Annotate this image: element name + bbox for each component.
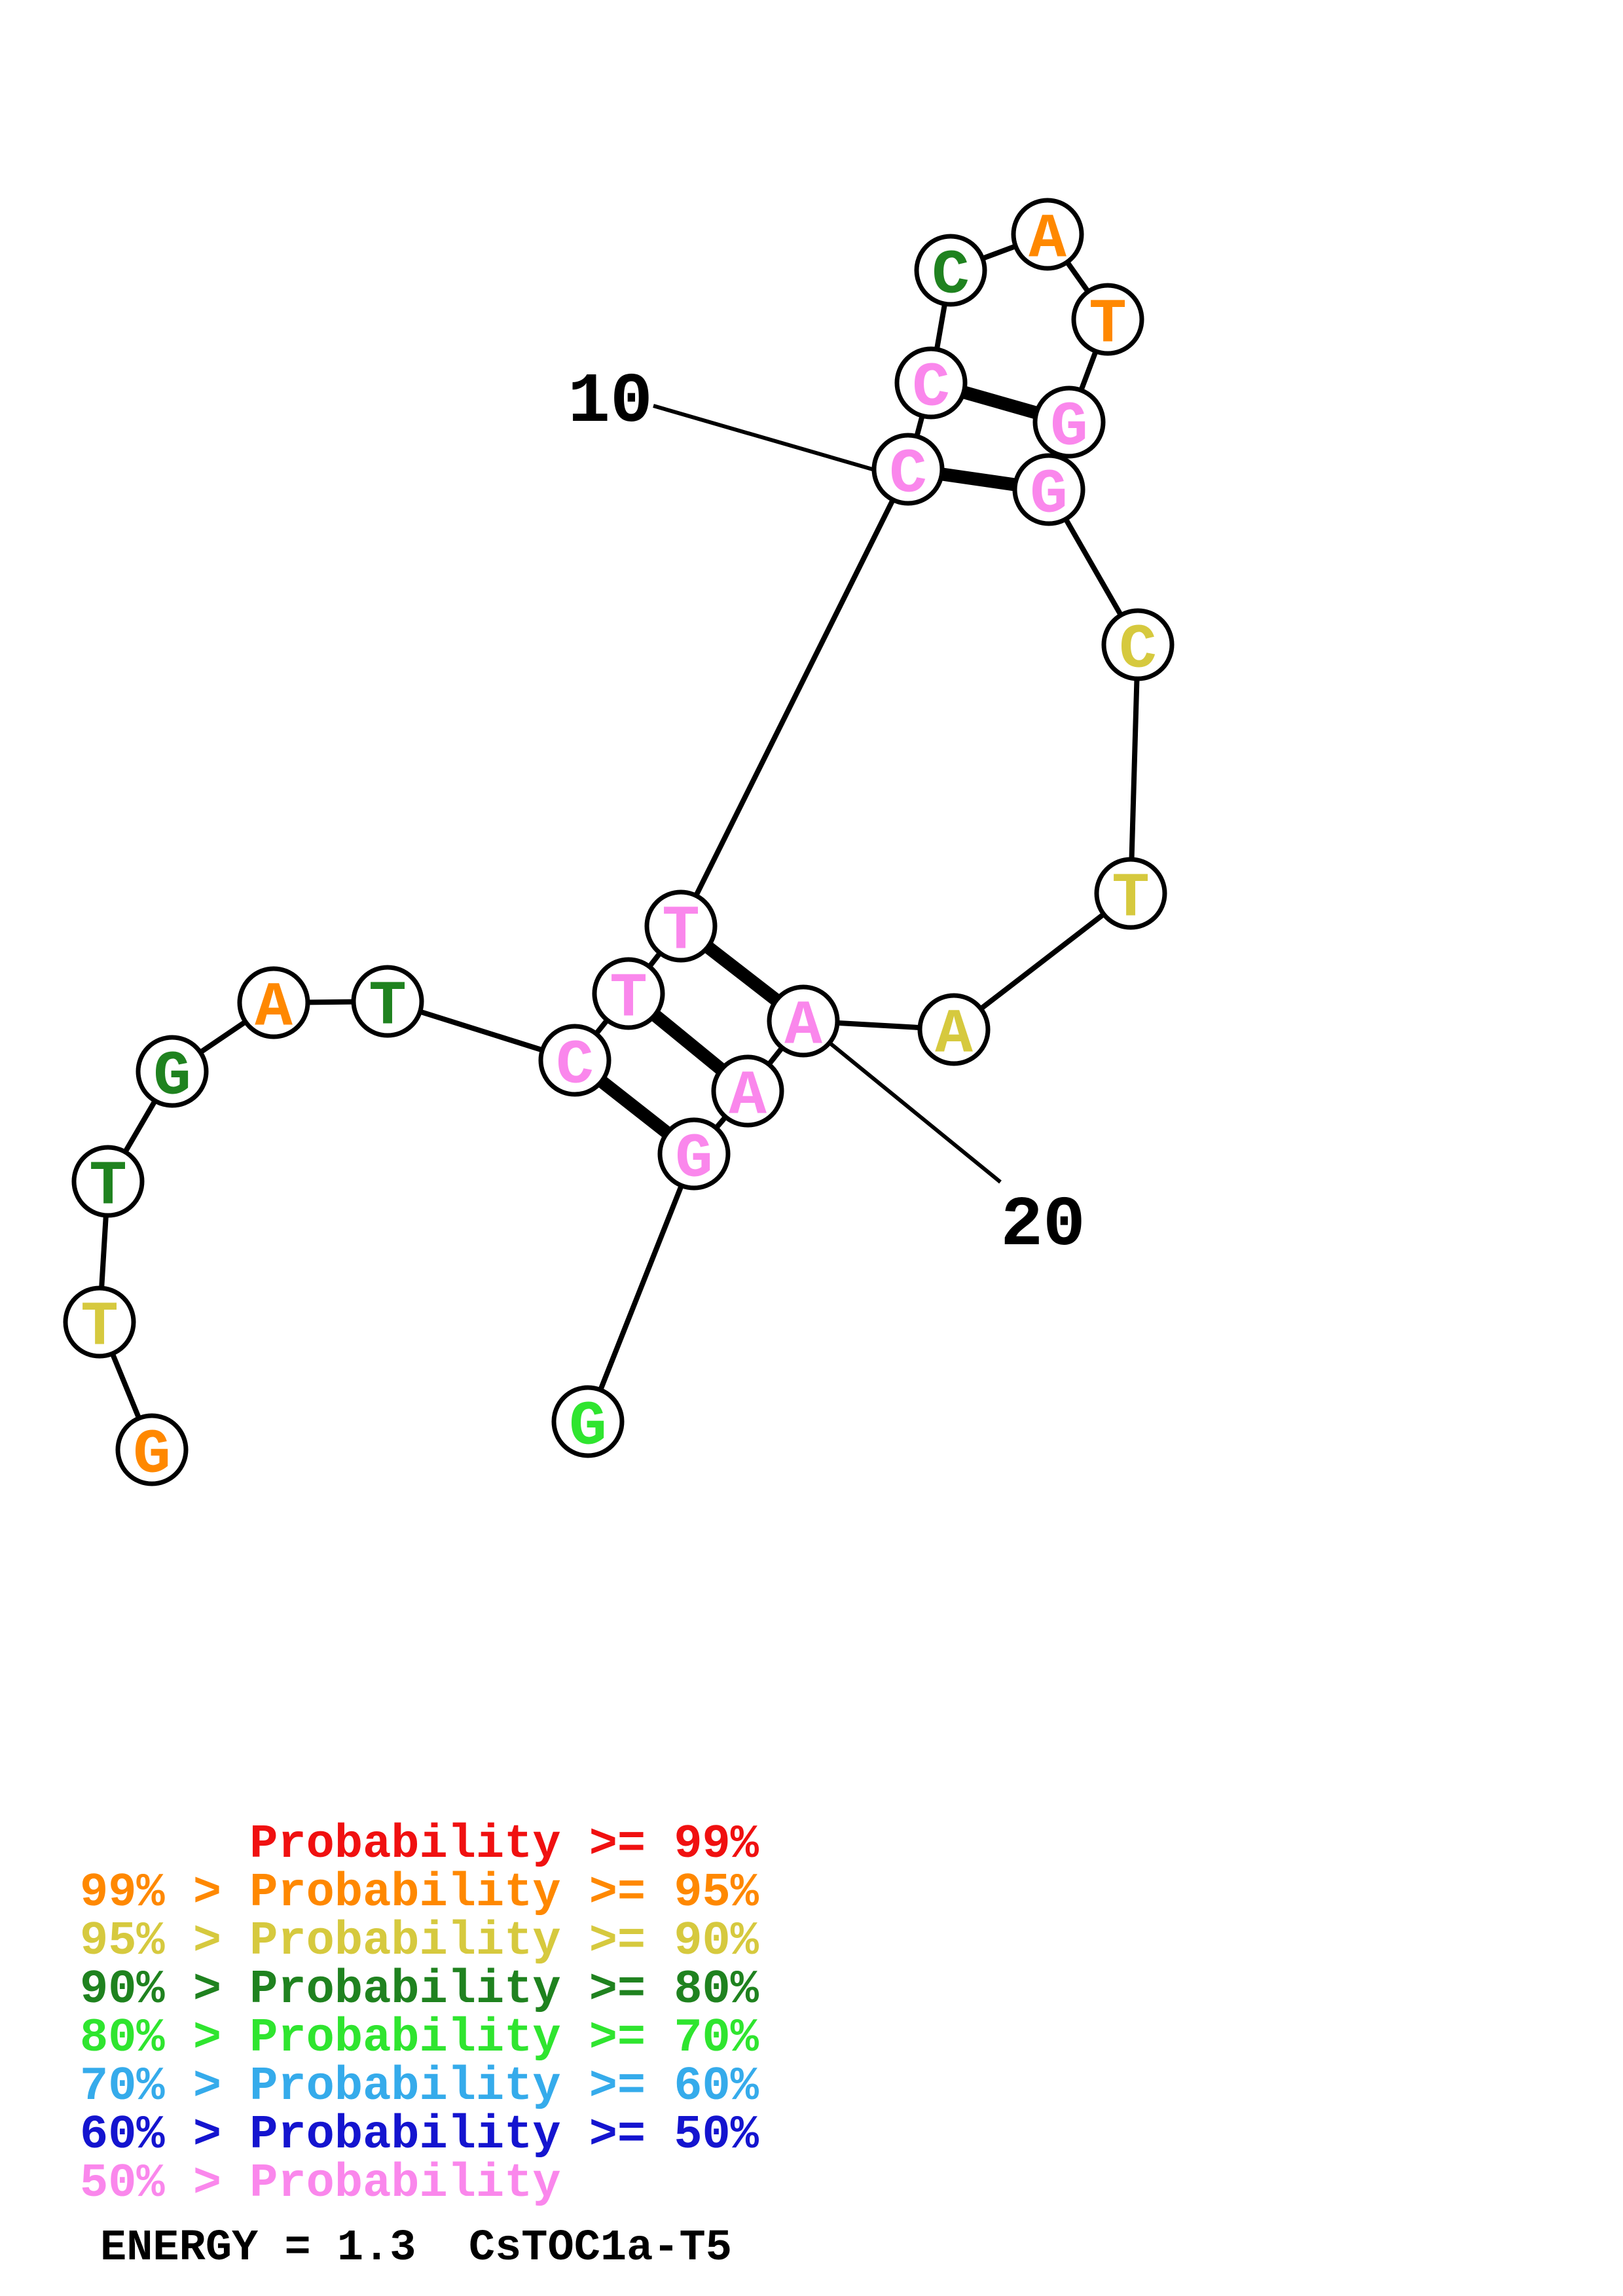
nucleotide-base-letter-10: C bbox=[889, 439, 927, 511]
nucleotide-1-G: G bbox=[115, 1413, 189, 1491]
nucleotide-base-letter-22: G bbox=[675, 1124, 713, 1195]
nucleotide-circle-4 bbox=[136, 1035, 209, 1108]
nucleotide-circle-15 bbox=[1032, 386, 1106, 459]
nucleotide-10-C: C bbox=[871, 433, 945, 511]
nucleotide-base-letter-1: G bbox=[133, 1420, 171, 1491]
nucleotide-21-A: A bbox=[711, 1054, 784, 1132]
nucleotide-circle-6 bbox=[351, 965, 424, 1038]
nucleotide-base-letter-11: C bbox=[912, 353, 950, 424]
nucleotide-base-letter-2: T bbox=[81, 1292, 119, 1363]
nucleotide-base-letter-6: T bbox=[369, 971, 407, 1043]
position-label-20: 20 bbox=[1000, 1186, 1085, 1266]
nucleotide-circle-7 bbox=[538, 1024, 611, 1097]
legend-row-prob-50-60: 60% > Probability >= 50% bbox=[80, 2108, 759, 2162]
nucleotide-circle-3 bbox=[71, 1145, 145, 1218]
nucleotide-circle-22 bbox=[657, 1117, 731, 1191]
legend-row-prob-80-90: 90% > Probability >= 80% bbox=[80, 1963, 759, 2017]
nucleotide-base-letter-23: G bbox=[569, 1391, 607, 1463]
legend-row-prob-99: Probability >= 99% bbox=[80, 1818, 759, 1871]
nucleotide-base-letter-5: A bbox=[255, 973, 293, 1044]
nucleotide-circle-12 bbox=[914, 234, 987, 307]
nucleotide-8-T: T bbox=[592, 957, 665, 1035]
label-pointer-lines bbox=[653, 404, 1002, 1184]
legend-row-prob-60-70: 70% > Probability >= 60% bbox=[80, 2060, 759, 2113]
nucleotide-base-letter-17: C bbox=[1119, 615, 1157, 686]
nucleotide-base-letter-9: T bbox=[662, 896, 700, 967]
legend-row-prob-70-80: 80% > Probability >= 70% bbox=[80, 2011, 759, 2065]
backbone-link-17-18 bbox=[1128, 644, 1140, 894]
nucleotide-15-G: G bbox=[1032, 386, 1106, 463]
nucleotide-9-T: T bbox=[644, 889, 718, 967]
nucleotide-circle-14 bbox=[1071, 283, 1144, 356]
pointer-line-20 bbox=[829, 1041, 1002, 1184]
backbone-link-9-10 bbox=[678, 468, 911, 927]
legend-row-prob-90-95: 95% > Probability >= 90% bbox=[80, 1914, 759, 1968]
pointer-line-10 bbox=[653, 404, 875, 472]
nucleotide-19-A: A bbox=[917, 993, 991, 1071]
nucleotide-circle-9 bbox=[644, 889, 718, 963]
nucleotide-13-A: A bbox=[1011, 198, 1084, 276]
nucleotide-6-T: T bbox=[351, 965, 424, 1043]
nucleotide-18-T: T bbox=[1094, 857, 1167, 935]
nucleotide-circle-8 bbox=[592, 957, 665, 1030]
nucleotide-23-G: G bbox=[551, 1385, 625, 1463]
backbone-link-18-19 bbox=[952, 891, 1133, 1032]
nucleotide-base-letter-8: T bbox=[610, 963, 647, 1035]
nucleotide-circle-23 bbox=[551, 1385, 625, 1458]
nucleotide-base-letter-12: C bbox=[932, 240, 970, 312]
nucleotide-circle-16 bbox=[1012, 453, 1085, 526]
nucleotide-circle-11 bbox=[894, 346, 968, 420]
position-number-labels: 10 20 bbox=[568, 363, 1085, 1266]
legend-row-prob-95-99: 99% > Probability >= 95% bbox=[80, 1866, 759, 1920]
nucleotide-20-A: A bbox=[767, 984, 840, 1062]
nucleotide-base-letter-3: T bbox=[89, 1151, 127, 1223]
nucleotide-base-letter-14: T bbox=[1089, 289, 1127, 361]
nucleotide-circle-5 bbox=[237, 966, 310, 1039]
nucleotide-11-C: C bbox=[894, 346, 968, 424]
nucleotide-12-C: C bbox=[914, 234, 987, 312]
position-label-10: 10 bbox=[568, 363, 653, 442]
nucleotide-base-letter-4: G bbox=[153, 1041, 191, 1113]
nucleotide-2-T: T bbox=[63, 1285, 136, 1363]
energy-title-text: ENERGY = 1.3 CsTOC1a-T5 bbox=[100, 2223, 732, 2273]
nucleotide-circle-1 bbox=[115, 1413, 189, 1486]
nucleotide-circle-10 bbox=[871, 433, 945, 506]
nucleotide-3-T: T bbox=[71, 1145, 145, 1223]
nucleotide-circle-13 bbox=[1011, 198, 1084, 271]
nucleotide-base-letter-7: C bbox=[556, 1030, 594, 1102]
nucleotide-base-letter-16: G bbox=[1030, 459, 1068, 531]
nucleotide-base-letter-18: T bbox=[1112, 863, 1150, 935]
nucleotide-4-G: G bbox=[136, 1035, 209, 1113]
nucleotide-base-letter-13: A bbox=[1029, 204, 1067, 276]
nucleotide-base-letter-20: A bbox=[784, 991, 822, 1062]
legend-row-prob-lt-50: 50% > Probability bbox=[80, 2157, 561, 2210]
nucleotide-base-letter-15: G bbox=[1050, 392, 1088, 463]
nucleotide-14-T: T bbox=[1071, 283, 1144, 361]
nucleotide-7-C: C bbox=[538, 1024, 611, 1102]
nucleotide-circle-21 bbox=[711, 1054, 784, 1128]
nucleotide-5-A: A bbox=[237, 966, 310, 1044]
nucleotide-circle-19 bbox=[917, 993, 991, 1066]
backbone-link-22-23 bbox=[585, 1153, 697, 1423]
nucleotide-circle-17 bbox=[1101, 608, 1175, 681]
nucleotide-base-letter-19: A bbox=[935, 999, 973, 1071]
nucleotide-22-G: G bbox=[657, 1117, 731, 1195]
nucleotide-circle-2 bbox=[63, 1285, 136, 1359]
nucleotide-17-C: C bbox=[1101, 608, 1175, 686]
nucleotide-16-G: G bbox=[1012, 453, 1085, 531]
nucleotide-circle-20 bbox=[767, 984, 840, 1058]
nucleotide-base-letter-21: A bbox=[729, 1061, 767, 1132]
nucleotide-circle-18 bbox=[1094, 857, 1167, 930]
